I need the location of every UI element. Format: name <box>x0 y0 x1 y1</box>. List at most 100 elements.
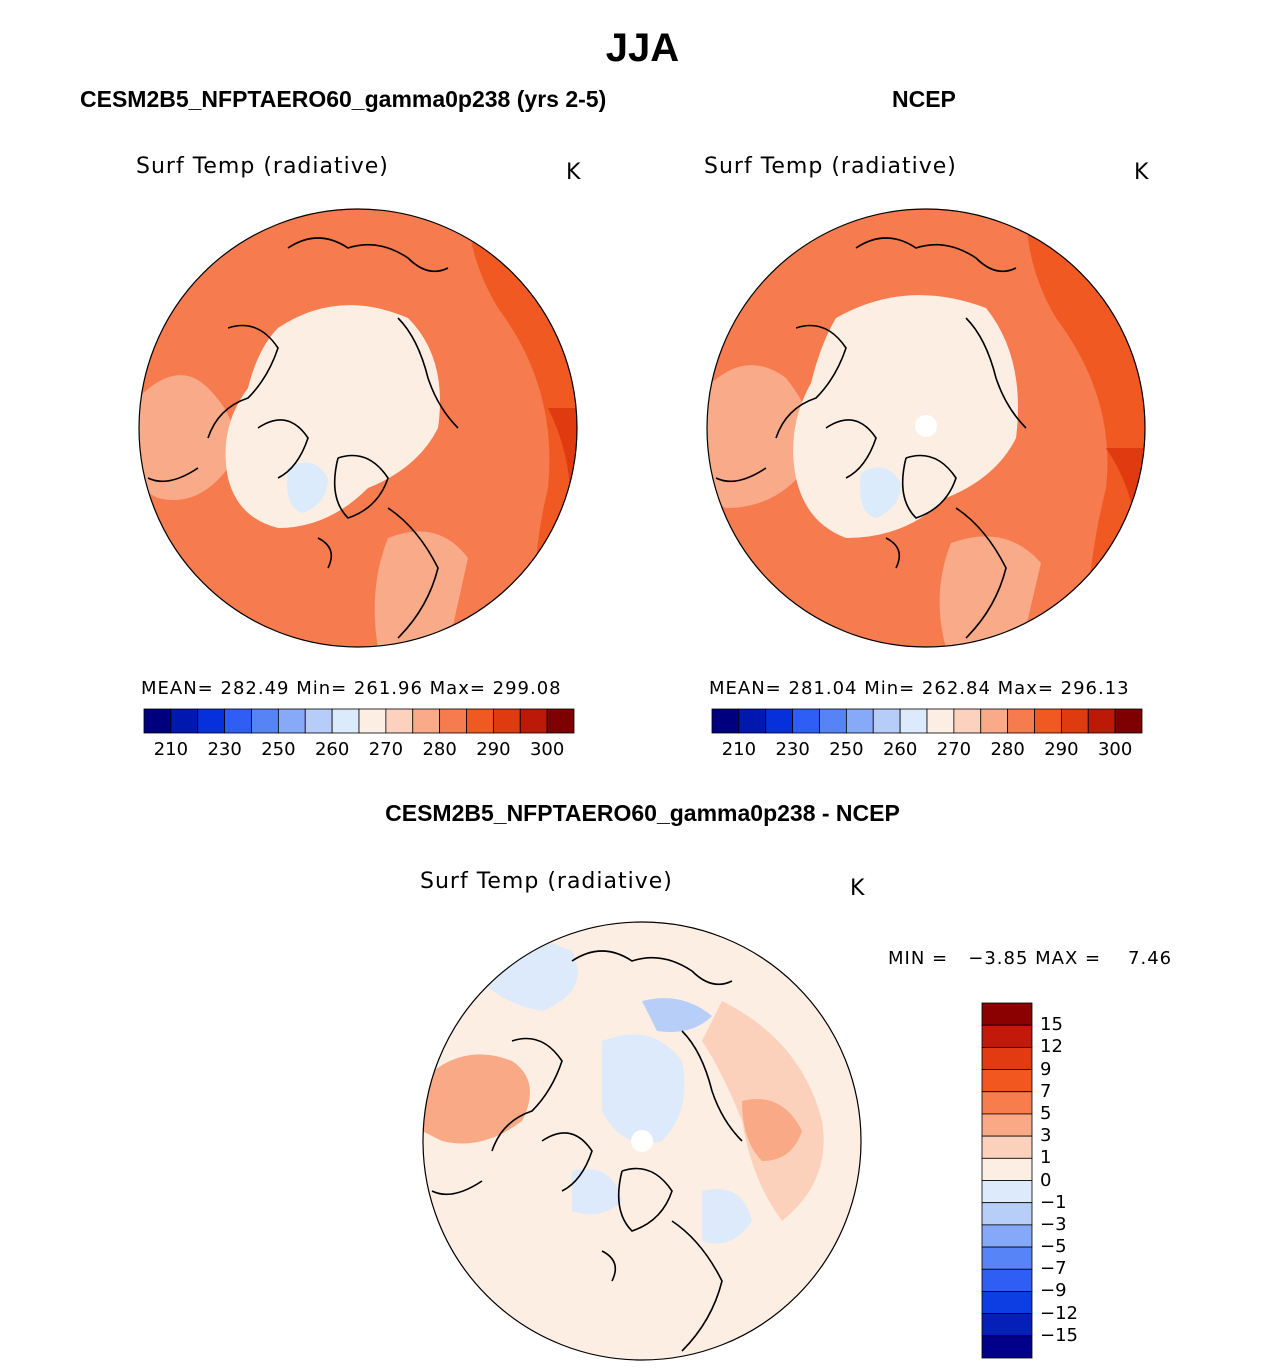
colorbar-swatch <box>738 708 767 734</box>
colorbar-tick-label: 7 <box>1040 1080 1052 1102</box>
map-region-europe <box>939 536 1041 647</box>
diff-stats: MIN = −3.85 MAX = 7.46 <box>888 948 1173 969</box>
map-region-cool <box>707 365 813 508</box>
colorbar-tick-label: −12 <box>1040 1302 1078 1324</box>
map-region-arctic <box>793 295 1018 538</box>
colorbar-swatch <box>1087 708 1116 734</box>
colorbar-swatch <box>981 1002 1033 1026</box>
colorbar-swatch <box>1007 708 1035 734</box>
colorbar-tick-label: −5 <box>1040 1236 1067 1258</box>
colorbar-tick-label: 250 <box>829 739 864 760</box>
colorbar-tick-label: −7 <box>1040 1258 1067 1280</box>
colorbar-tick-label: 270 <box>368 739 404 760</box>
colorbar-tick-label: −9 <box>1040 1280 1067 1302</box>
colorbar-swatch <box>981 1313 1033 1337</box>
map-region-cool <box>139 375 235 500</box>
page-title: JJA <box>605 26 680 70</box>
colorbar-tick-label: 260 <box>882 739 918 760</box>
colorbar-tick-label: 280 <box>422 739 457 760</box>
diff-case-title: CESM2B5_NFPTAERO60_gamma0p238 - NCEP <box>385 800 900 826</box>
map-region-positive-strong <box>742 1099 802 1161</box>
colorbar-swatch <box>224 708 252 734</box>
colorbar-swatch <box>1114 708 1143 734</box>
map-region-positive-strong <box>423 1054 530 1144</box>
colorbar-swatch <box>1034 708 1062 734</box>
map-region-greenland <box>287 462 328 513</box>
colorbar-swatch <box>412 708 441 734</box>
colorbar-tick-label: 5 <box>1040 1102 1052 1124</box>
colorbar-tick-label: 300 <box>1097 739 1133 760</box>
colorbar-swatch <box>981 1180 1033 1204</box>
obs-colorbar <box>711 708 1143 734</box>
colorbar-tick-label: −15 <box>1040 1324 1078 1346</box>
map-boundary <box>138 208 578 648</box>
colorbar-swatch <box>899 708 928 734</box>
diff-colorbar-ticks: 15 12 9 7 5 3 1 0 −1 −3 −5 −7 −9 −12 −15 <box>1040 1003 1120 1358</box>
colorbar-swatch <box>981 1202 1033 1226</box>
colorbar-tick-label: 270 <box>936 739 972 760</box>
colorbar-swatch <box>277 708 306 734</box>
colorbar-swatch <box>466 708 494 734</box>
obs-unit-label: K <box>1134 160 1149 185</box>
colorbar-swatch <box>981 1157 1033 1181</box>
obs-stats: MEAN= 281.04 Min= 262.84 Max= 296.13 <box>709 678 1130 699</box>
model-colorbar-ticks: 210 230 250 260 270 280 290 300 <box>144 739 574 761</box>
colorbar-swatch <box>519 708 548 734</box>
colorbar-swatch <box>872 708 901 734</box>
colorbar-swatch <box>492 708 521 734</box>
colorbar-swatch <box>926 708 955 734</box>
colorbar-tick-label: 1 <box>1040 1147 1052 1169</box>
obs-variable-label: Surf Temp (radiative) <box>704 154 957 179</box>
colorbar-tick-label: 3 <box>1040 1125 1052 1147</box>
colorbar-tick-label: 15 <box>1040 1014 1063 1036</box>
colorbar-swatch <box>981 1135 1033 1159</box>
map-region-negative <box>602 1034 685 1143</box>
colorbar-tick-label: 210 <box>721 739 757 760</box>
colorbar-swatch <box>981 1291 1033 1315</box>
colorbar-swatch <box>819 708 847 734</box>
colorbar-tick-label: 210 <box>153 739 189 760</box>
colorbar-swatch <box>385 708 414 734</box>
colorbar-swatch <box>170 708 199 734</box>
colorbar-tick-label: 290 <box>476 739 511 760</box>
map-region-negative-strong <box>642 998 712 1032</box>
colorbar-swatch <box>1060 708 1089 734</box>
colorbar-swatch <box>981 1091 1033 1115</box>
colorbar-tick-label: 9 <box>1040 1058 1052 1080</box>
colorbar-swatch <box>981 1335 1033 1359</box>
colorbar-swatch <box>981 1046 1033 1070</box>
coastline <box>715 237 1027 639</box>
obs-case-title: NCEP <box>892 86 956 112</box>
colorbar-swatch <box>981 1246 1033 1270</box>
obs-polar-map <box>706 208 1146 648</box>
colorbar-swatch <box>792 708 820 734</box>
colorbar-swatch <box>439 708 467 734</box>
colorbar-swatch <box>845 708 874 734</box>
map-boundary <box>422 921 862 1361</box>
colorbar-swatch <box>197 708 226 734</box>
obs-colorbar-ticks: 210 230 250 260 270 280 290 300 <box>712 739 1142 761</box>
colorbar-swatch <box>304 708 333 734</box>
colorbar-swatch <box>711 708 740 734</box>
missing-data-pole <box>631 1130 653 1152</box>
colorbar-swatch <box>143 708 172 734</box>
model-polar-map <box>138 208 578 648</box>
colorbar-swatch <box>331 708 360 734</box>
colorbar-swatch <box>981 1113 1033 1137</box>
colorbar-tick-label: 260 <box>314 739 350 760</box>
diff-colorbar <box>981 1002 1033 1359</box>
map-region-greenland <box>860 467 901 518</box>
colorbar-tick-label: −1 <box>1040 1191 1067 1213</box>
model-unit-label: K <box>566 160 581 185</box>
colorbar-tick-label: 290 <box>1044 739 1079 760</box>
coastline <box>431 950 743 1352</box>
map-region-negative <box>702 1189 752 1244</box>
diff-variable-label: Surf Temp (radiative) <box>420 869 673 894</box>
colorbar-swatch <box>251 708 279 734</box>
model-case-title: CESM2B5_NFPTAERO60_gamma0p238 (yrs 2-5) <box>80 86 607 112</box>
colorbar-swatch <box>981 1268 1033 1292</box>
colorbar-swatch <box>980 708 1009 734</box>
colorbar-swatch <box>765 708 794 734</box>
colorbar-tick-label: 280 <box>990 739 1025 760</box>
diff-polar-map <box>422 921 862 1361</box>
